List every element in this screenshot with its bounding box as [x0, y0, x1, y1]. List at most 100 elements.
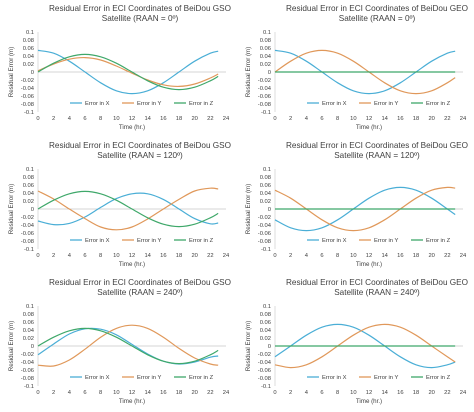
x-tick-label: 14 [144, 390, 151, 396]
x-tick-label: 12 [366, 253, 372, 259]
x-tick-label: 2 [52, 116, 55, 122]
y-tick-label: -0.1 [261, 110, 271, 116]
series-line-error-in-x [37, 327, 219, 365]
y-tick-label: -0.02 [258, 215, 271, 221]
y-tick-label: -0.06 [258, 368, 271, 374]
y-tick-label: -0.06 [258, 94, 271, 100]
x-tick-label: 4 [305, 253, 309, 259]
y-tick-label: 0.04 [260, 191, 272, 197]
chart-panel-6: Residual Error in ECI Coordinates of Bei… [245, 278, 468, 405]
x-tick-label: 4 [305, 116, 309, 122]
legend-label: Error in Z [189, 238, 214, 244]
x-tick-label: 12 [129, 116, 135, 122]
chart-panel-5: Residual Error in ECI Coordinates of Bei… [8, 278, 231, 405]
x-tick-label: 14 [381, 116, 388, 122]
y-tick-label: 0.1 [263, 167, 271, 173]
x-tick-label: 24 [223, 116, 230, 122]
x-tick-label: 22 [444, 253, 450, 259]
x-tick-label: 16 [160, 253, 166, 259]
y-tick-label: -0.1 [261, 384, 271, 390]
x-tick-label: 0 [36, 116, 39, 122]
series-line-error-in-x [274, 49, 456, 95]
y-tick-label: -0.08 [258, 376, 271, 382]
x-tick-label: 10 [113, 116, 119, 122]
x-tick-label: 0 [36, 253, 39, 259]
x-tick-label: 24 [460, 390, 467, 396]
y-tick-label: -0.06 [21, 231, 34, 237]
legend-label: Error in X [85, 238, 110, 244]
x-tick-label: 22 [444, 390, 450, 396]
y-tick-label: 0.02 [260, 62, 271, 68]
x-tick-label: 16 [160, 116, 166, 122]
y-tick-label: 0.08 [260, 38, 271, 44]
series-line-error-in-z [37, 190, 219, 228]
x-tick-label: 18 [176, 116, 182, 122]
y-tick-label: -0.1 [24, 110, 34, 116]
y-tick-label: 0 [31, 344, 34, 350]
x-tick-label: 6 [83, 116, 86, 122]
x-tick-label: 12 [366, 116, 372, 122]
x-tick-label: 22 [444, 116, 450, 122]
y-tick-label: 0.08 [23, 175, 34, 181]
x-tick-label: 18 [413, 116, 419, 122]
legend-label: Error in Y [374, 375, 399, 381]
x-tick-label: 14 [144, 116, 151, 122]
y-tick-label: 0.02 [260, 199, 271, 205]
y-tick-label: -0.08 [21, 102, 34, 108]
y-tick-label: 0.02 [23, 199, 34, 205]
x-tick-label: 24 [223, 390, 230, 396]
y-tick-label: 0.1 [26, 167, 34, 173]
y-tick-label: 0.02 [23, 336, 34, 342]
y-tick-label: -0.02 [21, 215, 34, 221]
x-tick-label: 8 [336, 390, 339, 396]
y-tick-label: -0.08 [258, 102, 271, 108]
y-tick-label: -0.04 [21, 360, 35, 366]
chart-panel-2: Residual Error in ECI Coordinates of Bei… [245, 4, 468, 131]
y-tick-label: -0.06 [258, 231, 271, 237]
y-tick-label: -0.02 [258, 352, 271, 358]
y-axis-label: Residual Error (m) [245, 47, 252, 98]
x-tick-label: 10 [350, 253, 356, 259]
y-axis-label: Residual Error (m) [245, 184, 252, 235]
y-tick-label: -0.04 [258, 86, 272, 92]
y-tick-label: -0.08 [21, 376, 34, 382]
x-tick-label: 20 [191, 390, 197, 396]
y-tick-label: 0.1 [26, 30, 34, 36]
y-tick-label: -0.02 [258, 78, 271, 84]
y-tick-label: 0.1 [263, 30, 271, 36]
x-tick-label: 22 [207, 253, 213, 259]
x-tick-label: 4 [305, 390, 309, 396]
legend-label: Error in Y [374, 101, 399, 107]
x-tick-label: 12 [129, 253, 135, 259]
y-tick-label: -0.02 [21, 78, 34, 84]
legend-label: Error in Y [137, 101, 162, 107]
series-line-error-in-z [37, 53, 219, 91]
x-axis-label: Time (hr.) [119, 398, 145, 405]
x-tick-label: 2 [289, 390, 292, 396]
x-tick-label: 24 [223, 253, 230, 259]
x-tick-label: 12 [366, 390, 372, 396]
x-tick-label: 0 [273, 116, 276, 122]
y-tick-label: -0.06 [21, 368, 34, 374]
y-tick-label: -0.1 [24, 384, 34, 390]
x-tick-label: 0 [273, 390, 276, 396]
x-tick-label: 24 [460, 116, 467, 122]
x-tick-label: 6 [320, 390, 323, 396]
legend-label: Error in Z [426, 375, 451, 381]
y-tick-label: 0.08 [23, 312, 34, 318]
series-line-error-in-y [37, 56, 219, 88]
chart-panel-4: Residual Error in ECI Coordinates of Bei… [245, 141, 468, 268]
x-tick-label: 18 [413, 253, 419, 259]
legend-label: Error in Z [426, 101, 451, 107]
y-tick-label: 0.1 [26, 304, 34, 310]
y-tick-label: 0 [268, 344, 271, 350]
y-tick-label: 0.08 [23, 38, 34, 44]
x-tick-label: 16 [397, 253, 403, 259]
x-axis-label: Time (hr.) [356, 124, 382, 131]
chart-title-line: Satellite (RAAN = 240º) [97, 288, 183, 297]
x-tick-label: 8 [336, 253, 339, 259]
chart-title-line: Residual Error in ECI Coordinates of Bei… [49, 278, 231, 287]
chart-title-line: Residual Error in ECI Coordinates of Bei… [49, 4, 231, 13]
y-tick-label: 0 [31, 70, 34, 76]
chart-title-line: Satellite (RAAN = 120º) [334, 151, 420, 160]
